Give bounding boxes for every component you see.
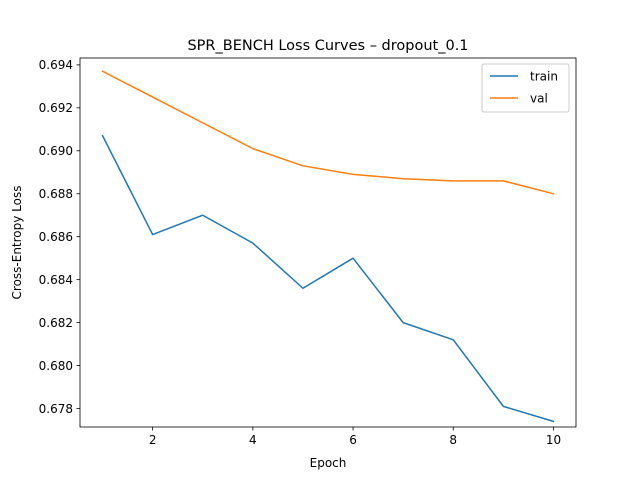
plot-area — [80, 58, 576, 427]
plot-frame — [79, 57, 577, 428]
x-axis-label: Epoch — [310, 456, 347, 470]
x-tick-label: 8 — [449, 433, 457, 447]
y-tick-label: 0.682 — [39, 316, 73, 330]
y-tick-label: 0.688 — [39, 187, 73, 201]
y-tick-label: 0.690 — [39, 144, 73, 158]
x-tick-label: 10 — [546, 433, 561, 447]
legend-label-train: train — [530, 69, 558, 83]
y-tick-label: 0.686 — [39, 230, 73, 244]
chart-title: SPR_BENCH Loss Curves – dropout_0.1 — [187, 38, 468, 54]
y-tick-label: 0.692 — [39, 101, 73, 115]
x-tick-label: 6 — [349, 433, 357, 447]
x-tick-label: 2 — [149, 433, 157, 447]
y-axis-label: Cross-Entropy Loss — [10, 186, 24, 300]
y-tick-label: 0.678 — [39, 402, 73, 416]
y-ticks: 0.678 0.680 0.682 0.684 0.686 0.688 0.690 0.692… — [39, 58, 80, 416]
series-line-train — [101, 134, 555, 423]
legend-label-val: val — [530, 91, 548, 105]
series-line-val — [101, 70, 555, 195]
legend: train val — [481, 63, 570, 113]
y-tick-label: 0.680 — [39, 359, 73, 373]
y-tick-label: 0.694 — [39, 58, 73, 72]
x-tick-label: 4 — [249, 433, 257, 447]
y-tick-label: 0.684 — [39, 273, 73, 287]
x-ticks: 2 4 6 8 10 — [149, 427, 561, 447]
series-layer — [101, 70, 555, 423]
